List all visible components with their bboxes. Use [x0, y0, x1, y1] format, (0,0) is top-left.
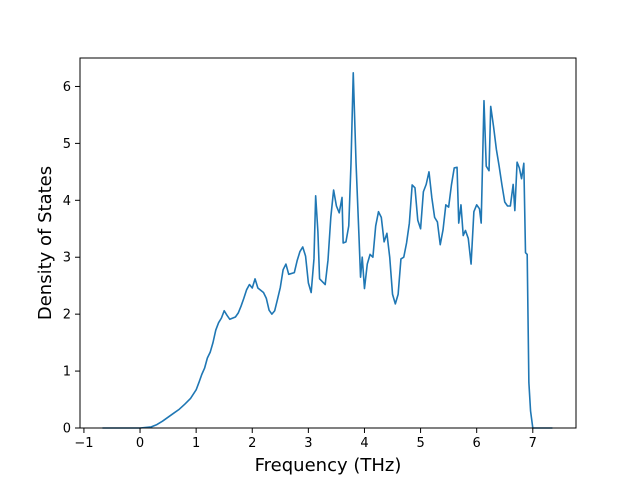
y-axis-ticks: 0 1 2 3 4 5 6 [63, 80, 80, 437]
plot-frame [79, 57, 577, 429]
plot-area [80, 58, 576, 428]
y-axis-label: Density of States [35, 166, 56, 320]
y-tick-label: 2 [63, 308, 71, 323]
x-axis-ticks: −1 0 1 2 3 4 5 6 7 [74, 428, 537, 451]
x-tick-label: 2 [248, 436, 256, 451]
x-tick-label: 4 [360, 436, 368, 451]
x-tick-label: 7 [529, 436, 537, 451]
x-axis-label: Frequency (THz) [255, 455, 402, 476]
x-tick-label: 1 [192, 436, 200, 451]
dos-line-series [102, 72, 553, 429]
x-tick-label: 6 [473, 436, 481, 451]
y-tick-label: 4 [63, 194, 71, 209]
x-tick-label: −1 [74, 436, 93, 451]
y-tick-label: 1 [63, 365, 71, 380]
series-layer [102, 72, 553, 429]
x-tick-label: 0 [136, 436, 144, 451]
y-tick-label: 0 [63, 422, 71, 437]
y-tick-label: 6 [63, 80, 71, 95]
y-tick-label: 3 [63, 251, 71, 266]
x-tick-label: 5 [416, 436, 424, 451]
x-tick-label: 3 [304, 436, 312, 451]
y-tick-label: 5 [63, 137, 71, 152]
